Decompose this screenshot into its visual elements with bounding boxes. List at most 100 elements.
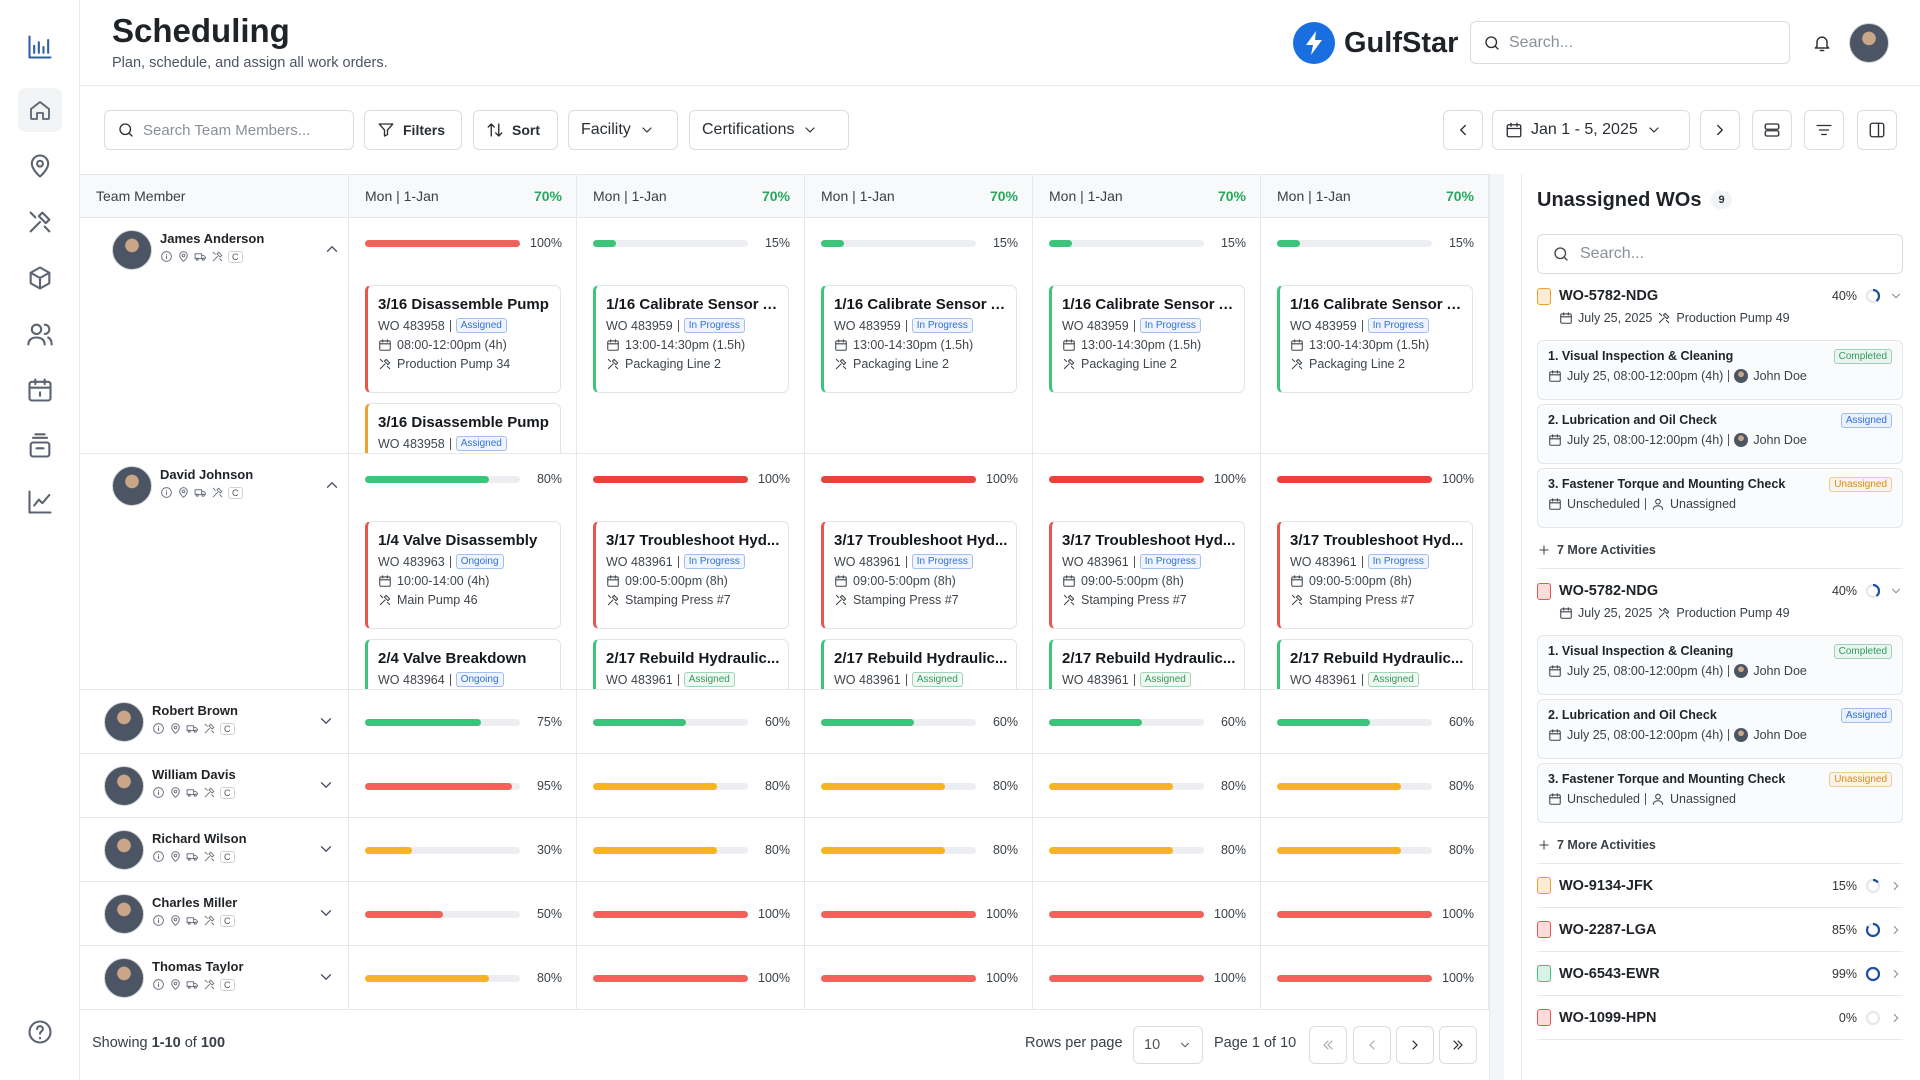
work-order-card[interactable]: 2/17 Rebuild Hydraulic... WO 483961 Assign…	[821, 639, 1017, 689]
nav-help[interactable]	[26, 1018, 54, 1046]
work-order-card[interactable]: 1/16 Calibrate Sensor A... WO 483959 In Pr…	[1049, 285, 1245, 393]
work-order[interactable]: WO-6543-EWR 99%	[1537, 952, 1903, 996]
more-label: 7 More Activities	[1557, 838, 1656, 852]
status-pill: In Progress	[911, 318, 973, 333]
path-shape	[1560, 312, 1572, 318]
nav-home[interactable]	[18, 88, 62, 132]
work-order-card[interactable]: 3/17 Troubleshoot Hyd... WO 483961 In Prog…	[821, 521, 1017, 629]
expand-toggle[interactable]	[317, 776, 335, 799]
down-icon	[1180, 1042, 1190, 1048]
nav-location[interactable]	[26, 152, 54, 180]
cal-icon	[1549, 665, 1561, 677]
next-week[interactable]	[1700, 110, 1740, 150]
expand-toggle[interactable]	[317, 840, 335, 863]
pin-icon	[179, 251, 188, 262]
nav-assets[interactable]	[26, 264, 54, 292]
work-order-card[interactable]: 1/16 Calibrate Sensor A... WO 483959 In Pr…	[593, 285, 789, 393]
tools-icon	[379, 594, 391, 606]
wo-number: WO 483961	[834, 554, 901, 569]
activity[interactable]: 3. Fastener Torque and Mounting Check Una…	[1537, 468, 1903, 528]
activity[interactable]: 1. Visual Inspection & Cleaning Completed…	[1537, 635, 1903, 695]
path-shape	[1563, 256, 1568, 261]
member-cell: Robert Brown C	[80, 690, 349, 753]
last-page[interactable]	[1439, 1026, 1477, 1064]
work-order[interactable]: WO-5782-NDG 40% July 25, 2025 Production Pu…	[1537, 274, 1903, 569]
nav-calendar[interactable]	[26, 376, 54, 404]
bell[interactable]	[1812, 33, 1832, 53]
work-order-card[interactable]: 3/17 Troubleshoot Hyd... WO 483961 In Prog…	[1277, 521, 1473, 629]
rect-shape	[1549, 435, 1561, 446]
work-order-card[interactable]: 3/17 Troubleshoot Hyd... WO 483961 In Prog…	[1049, 521, 1245, 629]
work-order-card[interactable]: 2/17 Rebuild Hydraulic... WO 483961 Assign…	[1049, 639, 1245, 689]
first-page[interactable]	[1309, 1026, 1347, 1064]
utilization-bar	[1277, 974, 1432, 982]
expand-toggle[interactable]	[323, 476, 341, 499]
nav-team[interactable]	[26, 320, 54, 348]
member-search[interactable]: Search Team Members...	[104, 110, 354, 150]
sort-button[interactable]: Sort	[473, 110, 558, 150]
wo-number: WO 483961	[1062, 672, 1129, 687]
activity[interactable]: 2. Lubrication and Oil Check Assigned July…	[1537, 699, 1903, 759]
path-shape	[835, 339, 847, 345]
work-order-card[interactable]: 2/17 Rebuild Hydraulic... WO 483961 Assign…	[593, 639, 789, 689]
work-order-card[interactable]: 3/16 Disassemble Pump WO 483958 Assigned 08…	[365, 285, 561, 393]
rows-view[interactable]	[1752, 110, 1792, 150]
card-title: 3/16 Disassemble Pump	[378, 414, 549, 431]
work-order-card[interactable]: 3/16 Disassemble Pump WO 483958 Assigned	[365, 403, 561, 453]
status-pill: Assigned	[455, 436, 507, 451]
work-order[interactable]: WO-2287-LGA 85%	[1537, 908, 1903, 952]
expand-toggle[interactable]	[317, 904, 335, 927]
more-activities[interactable]: 7 More Activities	[1537, 540, 1903, 560]
nav-tools[interactable]	[26, 208, 54, 236]
activity[interactable]: 1. Visual Inspection & Cleaning Completed…	[1537, 340, 1903, 400]
nav-inventory[interactable]	[26, 432, 54, 460]
showing-of: of	[184, 1035, 197, 1051]
utilization-track	[821, 239, 976, 247]
work-order[interactable]: WO-1099-HPN 0%	[1537, 996, 1903, 1040]
expand-toggle[interactable]	[317, 968, 335, 991]
work-order-card[interactable]: 3/17 Troubleshoot Hyd... WO 483961 In Prog…	[593, 521, 789, 629]
lines-view[interactable]	[1804, 110, 1844, 150]
work-order[interactable]: WO-5782-NDG 40% July 25, 2025 Production Pu…	[1537, 569, 1903, 864]
work-order-card[interactable]: 2/17 Rebuild Hydraulic... WO 483961 Assign…	[1277, 639, 1473, 689]
member-icons: C	[152, 978, 235, 991]
logo-icon[interactable]	[26, 33, 54, 61]
work-order[interactable]: WO-9134-JFK 15%	[1537, 864, 1903, 908]
status-pill: Unassigned	[1829, 477, 1892, 492]
schedule-table: Team Member Mon | 1-Jan 70% Mon | 1-Jan 70% M…	[80, 174, 1489, 1010]
card-title: 2/17 Rebuild Hydraulic...	[834, 650, 1008, 667]
left-page[interactable]	[1353, 1026, 1391, 1064]
user-avatar[interactable]	[1849, 23, 1889, 63]
path-shape	[320, 910, 332, 916]
work-order-card[interactable]: 1/4 Valve Disassembly WO 483963 Ongoing 10:…	[365, 521, 561, 629]
right-icon	[1893, 969, 1899, 978]
expand-toggle[interactable]	[323, 240, 341, 263]
truck-icon	[186, 917, 198, 925]
certifications-dropdown[interactable]: Certifications	[689, 110, 849, 150]
card-location: Stamping Press #7	[1290, 593, 1464, 607]
work-order-card[interactable]: 1/16 Calibrate Sensor A... WO 483959 In Pr…	[1277, 285, 1473, 393]
prev-week[interactable]	[1443, 110, 1483, 150]
nav-reports[interactable]	[26, 488, 54, 516]
wo-number: WO 483958	[378, 436, 445, 451]
panel-search[interactable]: Search...	[1537, 234, 1903, 274]
utilization-track	[365, 910, 520, 918]
date-range[interactable]: Jan 1 - 5, 2025	[1492, 110, 1690, 150]
work-order-card[interactable]: 1/16 Calibrate Sensor A... WO 483959 In Pr…	[821, 285, 1017, 393]
utilization-label: 15%	[764, 236, 790, 250]
page-size-select[interactable]: 10	[1133, 1026, 1203, 1064]
right-page[interactable]	[1396, 1026, 1434, 1064]
location-text: Packaging Line 2	[853, 357, 949, 371]
work-order-card[interactable]: 2/4 Valve Breakdown WO 483964 Ongoing	[365, 639, 561, 689]
expand-toggle[interactable]	[317, 712, 335, 735]
utilization-track	[1049, 718, 1204, 726]
facility-dropdown[interactable]: Facility	[568, 110, 678, 150]
panel-view[interactable]	[1857, 110, 1897, 150]
path-shape	[204, 787, 215, 798]
more-activities[interactable]: 7 More Activities	[1537, 835, 1903, 855]
activity[interactable]: 2. Lubrication and Oil Check Assigned July…	[1537, 404, 1903, 464]
utilization: 100%	[593, 470, 790, 488]
activity[interactable]: 3. Fastener Torque and Mounting Check Una…	[1537, 763, 1903, 823]
filters-button[interactable]: Filters	[364, 110, 462, 150]
global-search[interactable]: Search...	[1470, 21, 1790, 64]
